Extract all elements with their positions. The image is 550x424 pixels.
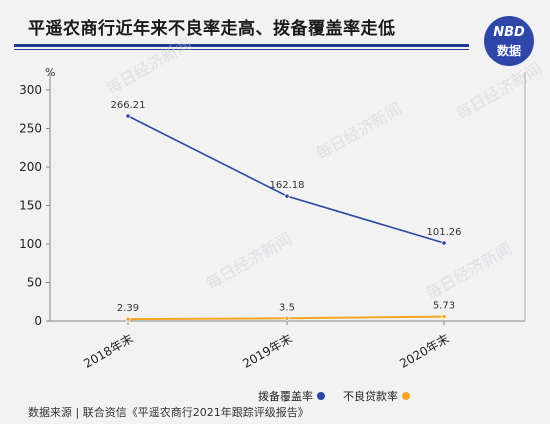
series-0-data-label-1: 162.18 bbox=[270, 180, 305, 191]
series-0-point-2 bbox=[441, 240, 447, 246]
y-tick-label-2: 100 bbox=[19, 237, 42, 251]
watermark-0: 每日经济新闻 bbox=[103, 34, 196, 98]
watermark-4: 每日经济新闻 bbox=[453, 59, 546, 123]
legend-item-0: 拨备覆盖率 bbox=[258, 388, 325, 404]
title-underline-thin bbox=[14, 49, 469, 50]
legend: 拨备覆盖率 不良贷款率 bbox=[258, 388, 410, 404]
series-0-data-label-0: 266.21 bbox=[111, 100, 146, 111]
watermark-2: 每日经济新闻 bbox=[203, 229, 296, 293]
y-tick-label-1: 50 bbox=[27, 276, 42, 290]
data-source: 数据来源 | 联合资信《平遥农商行2021年跟踪评级报告》 bbox=[28, 406, 309, 419]
series-1-data-label-0: 2.39 bbox=[117, 303, 139, 314]
x-tick-label-0: 2018年末 bbox=[81, 331, 135, 370]
x-tick-label-2: 2020年末 bbox=[397, 331, 451, 370]
y-tick-label-0: 0 bbox=[34, 314, 42, 328]
series-0-data-label-2: 101.26 bbox=[427, 227, 462, 238]
legend-label-1: 不良贷款率 bbox=[343, 390, 398, 403]
watermark-3: 每日经济新闻 bbox=[423, 239, 516, 303]
series-1-point-1 bbox=[284, 315, 290, 321]
nbd-logo: NBD 数据 bbox=[484, 16, 534, 66]
logo-line1: NBD bbox=[493, 25, 525, 40]
y-tick-label-6: 300 bbox=[19, 83, 42, 97]
title-underline bbox=[14, 44, 469, 47]
legend-dot-1 bbox=[402, 392, 410, 400]
y-tick-label-3: 150 bbox=[19, 199, 42, 213]
series-1-data-label-2: 5.73 bbox=[433, 301, 455, 312]
series-1-point-0 bbox=[125, 316, 131, 322]
series-1-data-label-1: 3.5 bbox=[279, 302, 295, 313]
series-1-point-2 bbox=[441, 313, 447, 320]
legend-dot-0 bbox=[317, 392, 325, 400]
series-0-point-0 bbox=[125, 113, 131, 119]
x-tick-label-1: 2019年末 bbox=[240, 331, 294, 370]
y-tick-label-4: 200 bbox=[19, 160, 42, 174]
chart-title: 平遥农商行近年来不良率走高、拨备覆盖率走低 bbox=[28, 19, 396, 39]
y-tick-label-5: 250 bbox=[19, 122, 42, 136]
logo-line2: 数据 bbox=[496, 44, 521, 58]
series-0-point-1 bbox=[284, 193, 290, 199]
legend-item-1: 不良贷款率 bbox=[343, 388, 410, 404]
legend-label-0: 拨备覆盖率 bbox=[258, 390, 313, 403]
watermark-1: 每日经济新闻 bbox=[313, 99, 406, 163]
